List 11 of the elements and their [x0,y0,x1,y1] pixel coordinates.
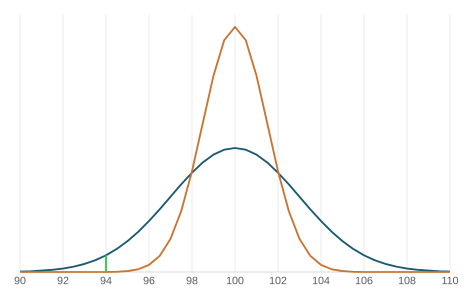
x-tick-label: 90 [14,276,26,284]
x-tick-label: 98 [186,276,198,284]
x-tick-label: 106 [356,276,372,284]
x-tick-label: 94 [100,276,112,284]
x-tick-label: 104 [312,276,330,284]
x-tick-label: 96 [144,276,154,284]
x-tick-label: 102 [270,276,286,284]
x-tick-label: 92 [58,276,68,284]
x-tick-label: 100 [226,276,244,284]
x-tick-label: 110 [442,276,458,284]
x-tick-label: 108 [398,276,416,284]
